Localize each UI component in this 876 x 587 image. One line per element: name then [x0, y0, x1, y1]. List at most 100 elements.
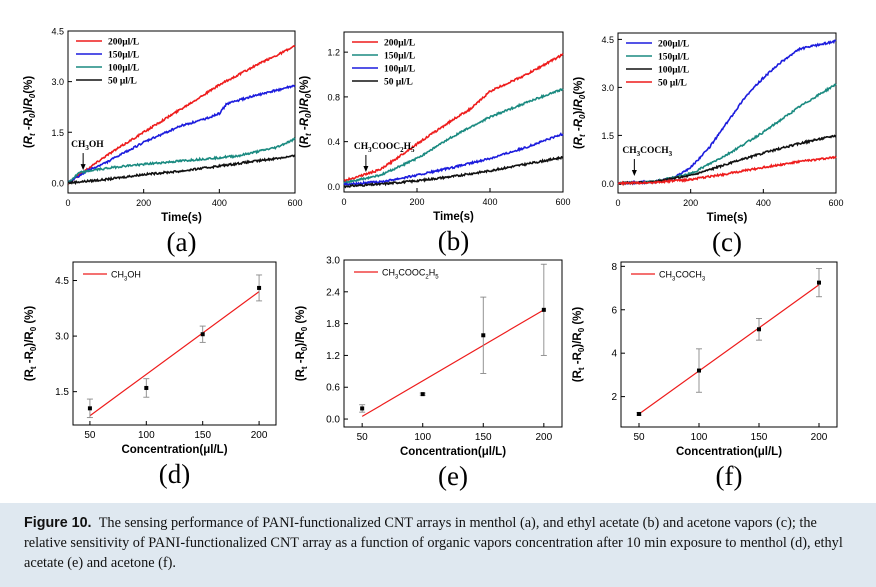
- caption-label: Figure 10.: [24, 515, 92, 531]
- y-tick-label: 0.0: [326, 415, 340, 426]
- panel-f-sensitivity-acetone: 50 100 150 200 2 4 6 8 Concentration(μl/L) (Rt​ -…: [572, 262, 837, 491]
- y-axis-label: (Rt​ -R0​)/R0​ (%): [572, 307, 586, 383]
- data-point: [421, 392, 425, 396]
- series-line-150-l-l: [68, 86, 295, 182]
- plot-frame-c: [618, 33, 836, 193]
- x-axis-label: Time(s): [433, 211, 474, 223]
- y-tick-label: 0.0: [327, 182, 340, 192]
- series-line-50-l-l: [618, 157, 836, 184]
- y-tick-label: 3.0: [51, 77, 64, 87]
- x-tick-label: 200: [535, 432, 552, 443]
- x-tick-label: 200: [409, 197, 424, 207]
- y-axis-label: (Rt​ -R0​)/R0​ (%): [24, 306, 38, 382]
- data-point: [757, 327, 761, 331]
- x-tick-label: 600: [555, 197, 570, 207]
- y-tick-label: 0.4: [327, 137, 340, 147]
- panel-c-time-response-acetone: 02004006000.01.53.04.5Time(s)(Rt​ -R0​)/…: [573, 33, 844, 257]
- y-tick-label: 8: [611, 262, 617, 273]
- data-point: [88, 406, 92, 410]
- y-axis-label: (Rt​ -R0​)/R0​(%): [299, 76, 313, 148]
- legend-label: 150μl/L: [658, 53, 689, 63]
- x-tick-label: 0: [65, 198, 70, 208]
- y-tick-label: 4: [611, 349, 617, 360]
- legend-label: 100μl/L: [108, 64, 139, 74]
- y-axis-label: (Rt​ -R0​)/R0​(%): [23, 76, 37, 148]
- panel-label: (b): [438, 226, 469, 256]
- annotation-arrowhead: [81, 164, 86, 170]
- y-axis-label: (Rt​ -R0​)/R0​(%): [573, 77, 587, 149]
- y-axis-label: (Rt​ -R0​)/R0​ (%): [295, 306, 309, 382]
- legend-label: CH3​COCH3​: [659, 270, 706, 283]
- panel-d-sensitivity-methanol: 50 100 150 200 1.5 3.0 4.5 Concentration(μl/L) (…: [24, 262, 276, 489]
- data-point: [817, 281, 821, 285]
- caption-text: The sensing performance of PANI-function…: [24, 515, 843, 571]
- y-tick-label: 1.5: [51, 128, 64, 138]
- series-line-150-l-l: [618, 84, 836, 184]
- x-tick-label: 0: [615, 198, 620, 208]
- figure-canvas: 0 200 400 600 0.0 1.5 3.0 4.5 Time(s) (Rt​ -R0​)/…: [0, 0, 876, 503]
- x-tick-label: 200: [811, 432, 828, 443]
- x-tick-label: 100: [414, 432, 431, 443]
- y-tick-label: 4.5: [55, 276, 69, 287]
- legend-label: CH3​COOC2​H5​: [382, 268, 439, 281]
- panel-label: (a): [167, 227, 197, 257]
- annotation-label: CH3​OH: [71, 140, 104, 152]
- x-axis-label: Time(s): [707, 212, 748, 224]
- x-tick-label: 150: [475, 432, 492, 443]
- series-line-200-l-l: [618, 40, 836, 184]
- fit-line: [639, 285, 819, 414]
- plot-frame-e: [344, 260, 562, 427]
- x-tick-label: 50: [357, 432, 369, 443]
- data-point: [257, 286, 261, 290]
- legend-label: 50 μl/L: [658, 79, 687, 89]
- y-tick-label: 2.4: [326, 287, 340, 298]
- x-tick-label: 600: [828, 198, 843, 208]
- legend-label: CH3​OH: [111, 270, 141, 283]
- legend-label: 200μl/L: [658, 40, 689, 50]
- fit-line: [362, 310, 544, 417]
- panel-b-time-response-ethyl-acetate: 0 200 400 600 0.0 0.4 0.8 1.2 Time(s) (Rt​ -R0​)/…: [299, 32, 571, 256]
- data-point: [542, 308, 546, 312]
- legend-label: 150μl/L: [384, 52, 415, 62]
- x-tick-label: 400: [482, 197, 497, 207]
- y-tick-label: 0.8: [327, 92, 340, 102]
- legend-label: 100μl/L: [658, 66, 689, 76]
- series-line-200-l-l: [68, 46, 295, 184]
- y-tick-label: 1.8: [326, 319, 340, 330]
- legend-label: 50 μl/L: [384, 78, 413, 88]
- annotation-arrowhead: [363, 166, 368, 172]
- y-tick-label: 1.5: [55, 387, 69, 398]
- x-tick-label: 50: [84, 430, 96, 441]
- y-tick-label: 2: [611, 392, 617, 403]
- y-tick-label: 3.0: [55, 332, 69, 343]
- y-tick-label: 4.5: [51, 27, 64, 37]
- x-tick-label: 150: [751, 432, 768, 443]
- annotation-arrowhead: [632, 170, 637, 176]
- panel-label: (d): [159, 459, 190, 489]
- y-tick-label: 1.2: [326, 351, 340, 362]
- x-axis-label: Concentration(μl/L): [676, 446, 782, 458]
- x-tick-label: 200: [136, 198, 151, 208]
- y-tick-label: 3.0: [601, 83, 614, 93]
- x-tick-label: 150: [194, 430, 211, 441]
- data-point: [144, 386, 148, 390]
- x-tick-label: 100: [138, 430, 155, 441]
- panel-label: (f): [716, 461, 743, 491]
- x-tick-label: 400: [756, 198, 771, 208]
- data-point: [481, 333, 485, 337]
- y-tick-label: 0.0: [51, 178, 64, 188]
- x-axis-label: Time(s): [161, 212, 202, 224]
- x-axis-label: Concentration(μl/L): [400, 446, 506, 458]
- y-tick-label: 0.6: [326, 383, 340, 394]
- panel-e-sensitivity-ethyl-acetate: 50 100 150 200 0.0 0.6 1.2 1.8 2.4 3.0 Concentrati…: [295, 256, 562, 492]
- x-tick-label: 100: [691, 432, 708, 443]
- panel-label: (e): [438, 461, 468, 491]
- data-point: [637, 412, 641, 416]
- legend-label: 200μl/L: [108, 38, 139, 48]
- y-tick-label: 3.0: [326, 256, 340, 267]
- y-tick-label: 1.2: [327, 48, 340, 58]
- annotation-label: CH3​COCH3​: [622, 146, 672, 158]
- x-axis-label: Concentration(μl/L): [121, 444, 227, 456]
- data-point: [201, 332, 205, 336]
- plot-frame-f: [621, 262, 837, 427]
